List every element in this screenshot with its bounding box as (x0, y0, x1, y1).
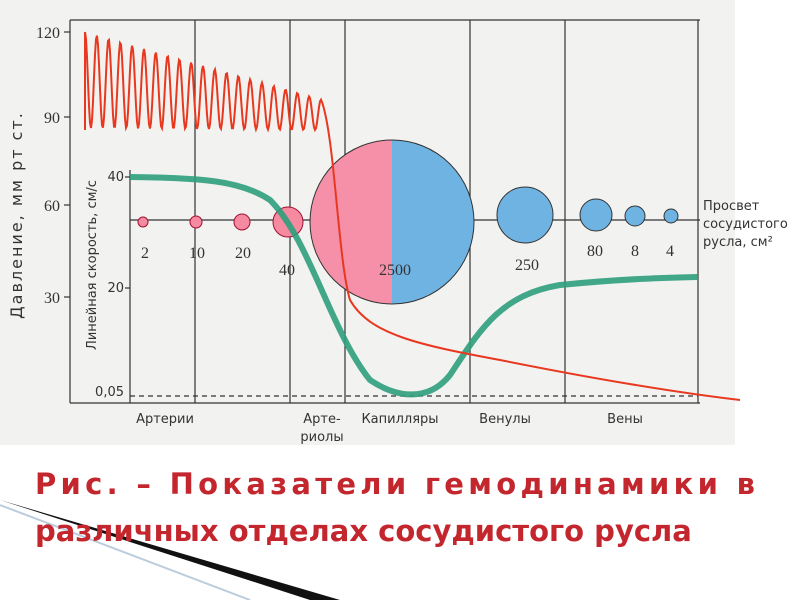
area-title: русла, см² (703, 235, 773, 250)
velocity-tick-label: 0,05 (95, 385, 124, 400)
pressure-tick-label: 60 (44, 198, 60, 215)
velocity-curve (129, 174, 699, 398)
area-title: сосудистого (703, 217, 788, 232)
pressure-axis-title: Давление, мм рт ст. (7, 111, 26, 319)
section-label: Арте- (303, 412, 341, 427)
area-label: 2 (141, 245, 149, 262)
pressure-tick-label: 30 (44, 290, 60, 307)
area-label: 20 (235, 245, 251, 262)
area-title: Просвет (703, 199, 760, 214)
velocity-tick-label: 40 (107, 170, 124, 185)
pressure-tick-label: 90 (44, 110, 60, 127)
section-label: Капилляры (361, 412, 438, 427)
decor-stroke (0, 500, 340, 600)
section-label: Венулы (479, 412, 531, 427)
caption-line: Рис. – Показатели гемодинамики в (35, 467, 755, 501)
area-label: 250 (515, 257, 539, 274)
area-label: 8 (631, 243, 639, 260)
area-circles (137, 139, 679, 305)
area-label: 2500 (379, 262, 411, 279)
decor-line (0, 504, 251, 600)
pressure-curve (84, 31, 741, 401)
area-label: 40 (279, 262, 295, 279)
area-label: 10 (189, 245, 205, 262)
section-label: Вены (607, 412, 643, 427)
pressure-tick-label: 120 (36, 25, 60, 42)
section-label: риолы (300, 430, 343, 445)
velocity-axis-title: Линейная скорость, см/с (85, 180, 100, 350)
section-label: Артерии (136, 412, 194, 427)
area-label: 4 (666, 243, 674, 260)
velocity-tick-label: 20 (107, 281, 124, 296)
area-label: 80 (587, 243, 603, 260)
caption-line: различных отделах сосудистого русла (35, 514, 692, 548)
